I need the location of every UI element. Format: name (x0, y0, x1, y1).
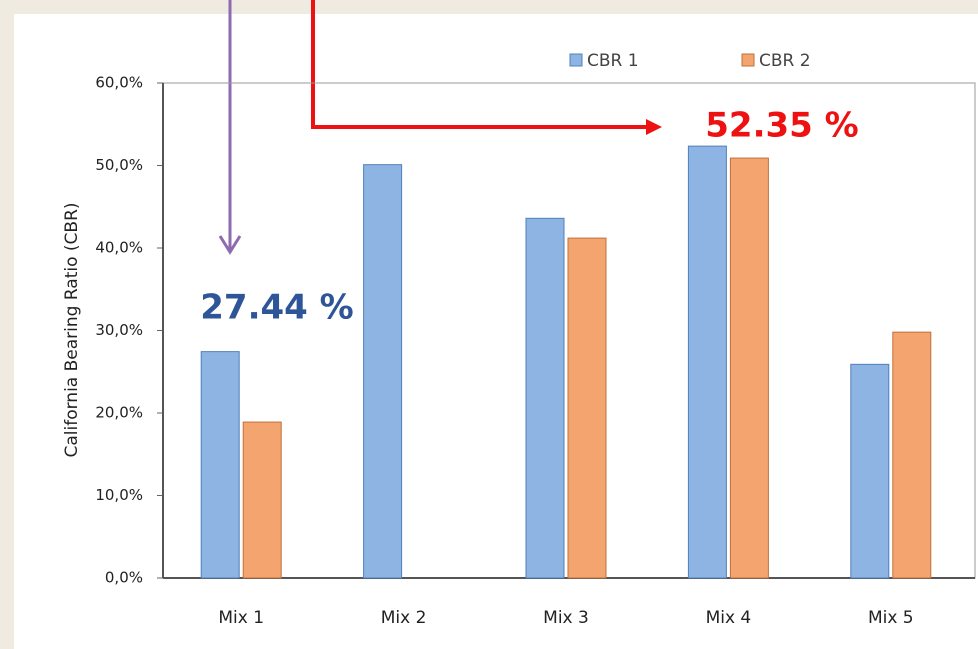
bar (729, 157, 769, 579)
y-tick-label: 30,0% (95, 321, 143, 339)
bar (567, 237, 607, 579)
y-tick-label: 40,0% (95, 239, 143, 257)
y-tick-label: 20,0% (95, 404, 143, 422)
annotation: 27.44 % (200, 288, 353, 328)
legend-label: CBR 1 (587, 51, 639, 71)
arrow-head (218, 235, 242, 255)
y-tick-label: 50,0% (95, 156, 143, 174)
x-tick-label: Mix 2 (381, 608, 427, 628)
legend-swatch (569, 53, 583, 67)
bar (687, 145, 727, 579)
legend-swatch (741, 53, 755, 67)
y-tick-label: 10,0% (95, 486, 143, 504)
x-tick-label: Mix 1 (218, 608, 264, 628)
legend-label: CBR 2 (759, 51, 811, 71)
arrow (311, 0, 648, 129)
x-tick-label: Mix 5 (868, 608, 914, 628)
x-tick-label: Mix 3 (543, 608, 589, 628)
annotation: 52.35 % (705, 106, 858, 146)
bar (892, 331, 932, 579)
y-axis-label: California Bearing Ratio (CBR) (62, 202, 82, 457)
y-tick-label: 0,0% (105, 569, 143, 587)
arrow-head (646, 119, 662, 135)
bar (850, 363, 890, 579)
bar (200, 351, 240, 579)
bar (525, 217, 565, 579)
bar (363, 164, 403, 579)
bar (242, 421, 282, 579)
chart-panel (14, 14, 978, 649)
x-tick-label: Mix 4 (706, 608, 752, 628)
y-tick-label: 60,0% (95, 74, 143, 92)
